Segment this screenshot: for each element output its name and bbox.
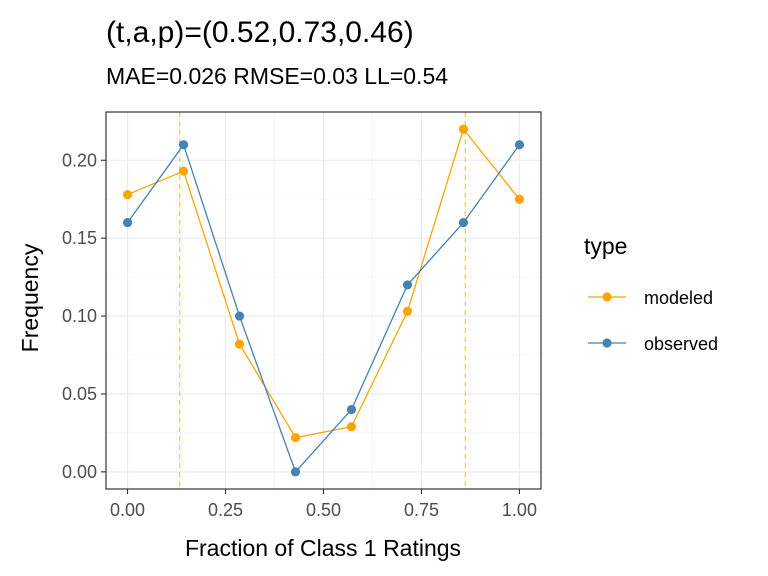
x-tick-label: 0.50: [306, 500, 341, 520]
x-tick-label: 1.00: [502, 500, 537, 520]
series-line-modeled: [127, 127, 520, 439]
y-axis: 0.00 0.05 0.10 0.15 0.20: [62, 150, 106, 482]
y-axis-label: Frequency: [17, 243, 43, 352]
series-points: [122, 124, 525, 477]
data-point-observed: [122, 218, 133, 228]
series-lines: [127, 127, 520, 474]
x-tick-label: 0.75: [404, 500, 439, 520]
legend-marker-modeled: [602, 292, 612, 302]
x-tick-label: 0.25: [208, 500, 243, 520]
data-point-modeled: [178, 166, 189, 176]
data-point-modeled: [234, 339, 245, 349]
data-point-modeled: [122, 189, 133, 200]
y-tick-label: 0.00: [62, 462, 97, 482]
legend-label-observed: observed: [644, 334, 718, 354]
x-axis-label: Fraction of Class 1 Ratings: [185, 535, 461, 561]
data-point-modeled: [290, 432, 301, 443]
data-point-observed: [346, 404, 357, 415]
data-point-modeled: [458, 124, 469, 134]
legend: type modeled observed: [584, 233, 718, 354]
legend-title: type: [584, 233, 627, 259]
data-point-observed: [458, 218, 469, 228]
data-point-observed: [290, 467, 301, 477]
y-tick-label: 0.15: [62, 228, 97, 248]
grid-major: [106, 112, 541, 489]
legend-label-modeled: modeled: [644, 288, 713, 308]
x-axis: 0.00 0.25 0.50 0.75 1.00: [110, 489, 537, 520]
data-point-modeled: [402, 306, 413, 317]
y-tick-label: 0.10: [62, 306, 97, 326]
chart-subtitle: MAE=0.026 RMSE=0.03 LL=0.54: [106, 63, 448, 89]
chart-title: (t,a,p)=(0.52,0.73,0.46): [106, 16, 414, 49]
data-point-observed: [178, 140, 189, 150]
series-line-observed: [127, 143, 520, 474]
data-point-modeled: [514, 194, 525, 204]
data-point-observed: [234, 311, 245, 321]
data-point-modeled: [346, 422, 357, 432]
x-tick-label: 0.00: [110, 500, 145, 520]
legend-marker-observed: [602, 338, 612, 348]
y-tick-label: 0.05: [62, 384, 97, 404]
data-point-observed: [514, 140, 525, 150]
y-tick-label: 0.20: [62, 150, 97, 170]
data-point-observed: [402, 280, 413, 290]
